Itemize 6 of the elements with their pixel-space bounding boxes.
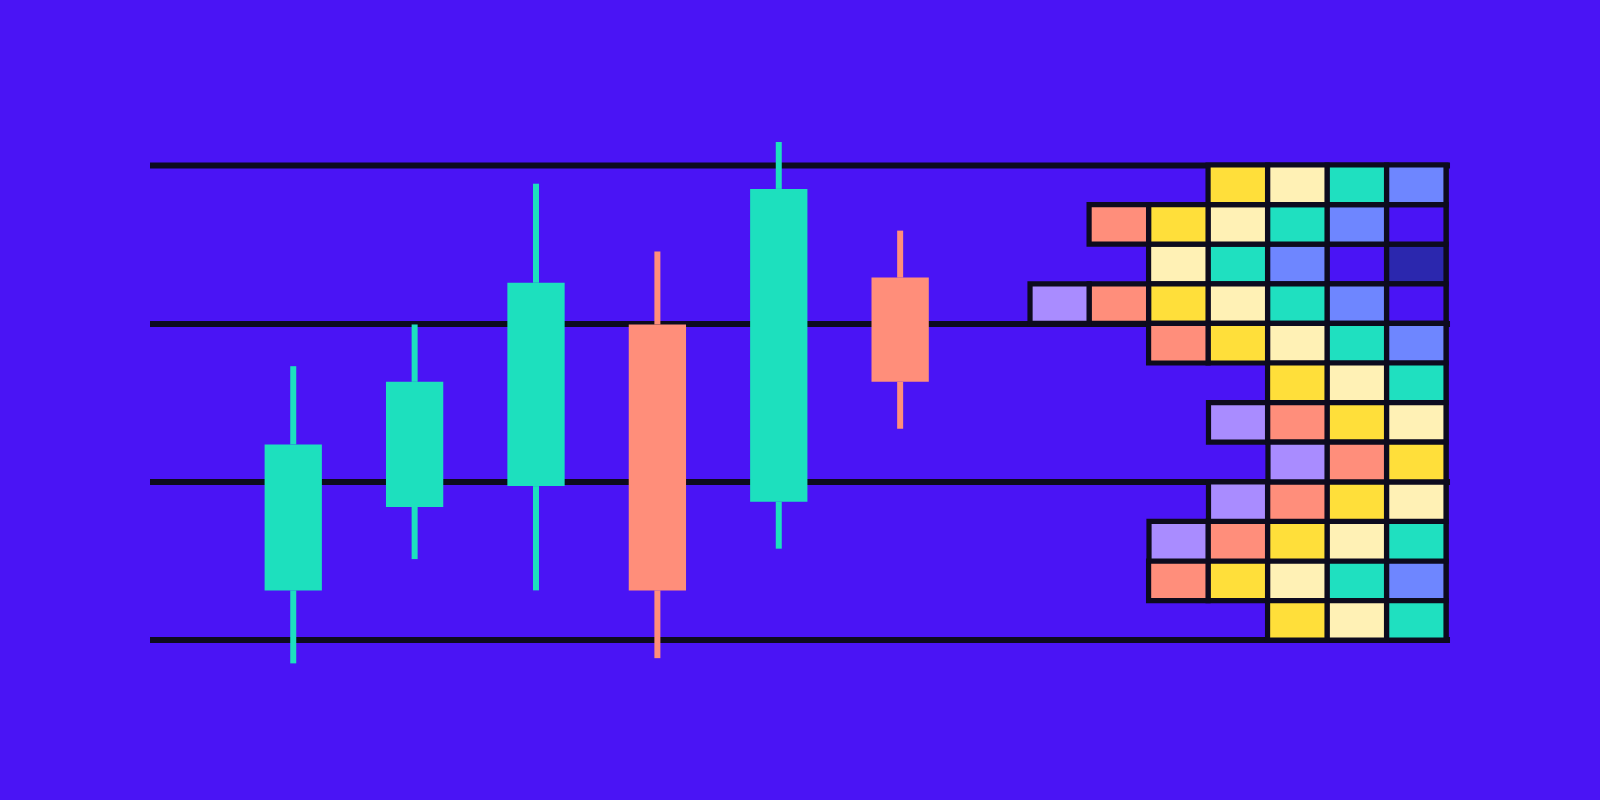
candlestick [750, 141, 808, 549]
candlestick [385, 324, 444, 560]
candlestick [871, 230, 929, 429]
candlestick [507, 183, 565, 591]
candlestick [628, 251, 687, 659]
candlestick [264, 366, 322, 664]
